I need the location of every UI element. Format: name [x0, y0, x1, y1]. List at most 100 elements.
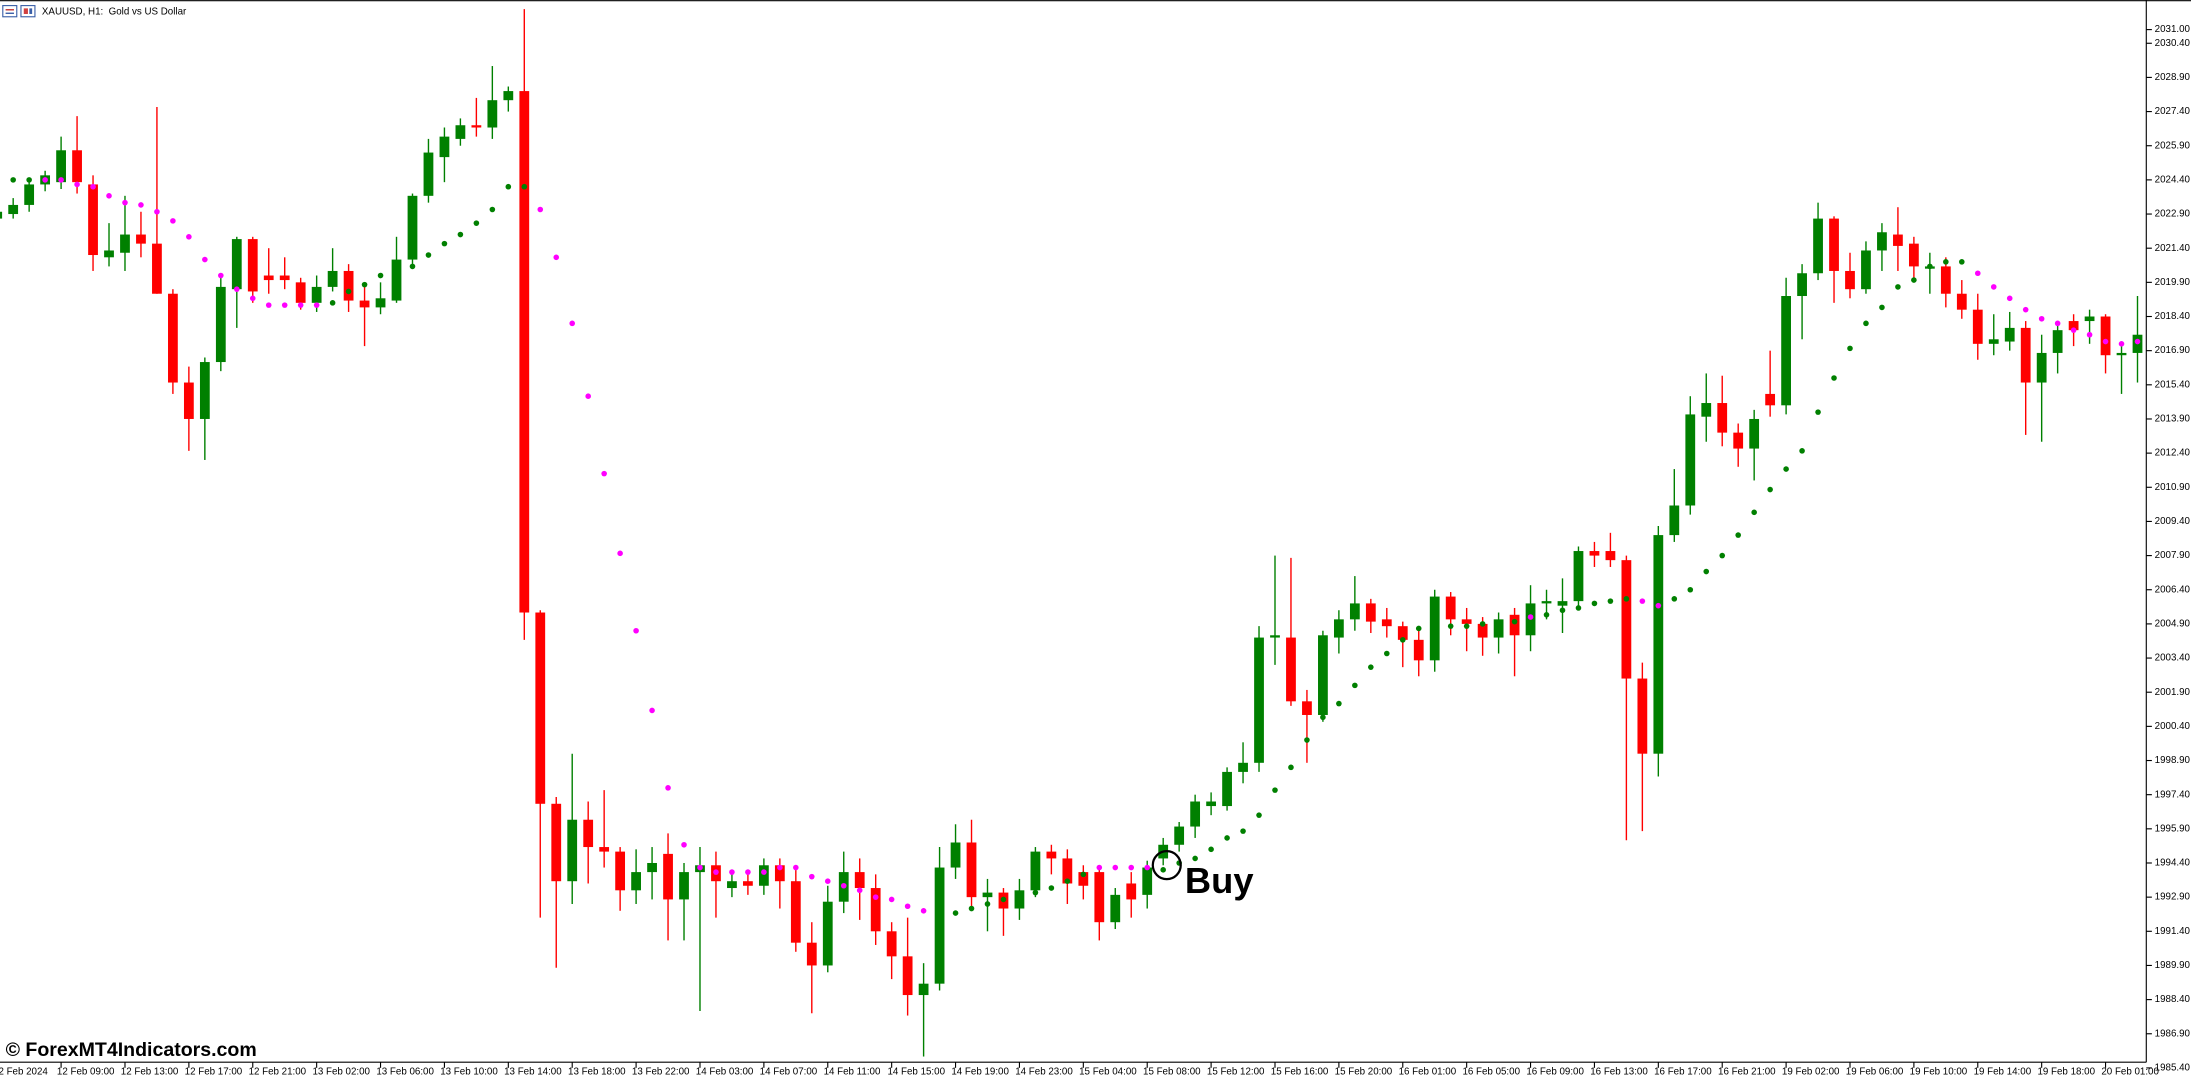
sar-dot — [601, 470, 607, 477]
y-tick-label: 2027.40 — [2155, 106, 2191, 117]
sar-dot — [824, 878, 831, 885]
candle-body — [567, 819, 578, 882]
x-tick-label: 14 Feb 19:00 — [951, 1067, 1009, 1078]
sar-dot — [793, 864, 799, 871]
x-tick-label: 19 Feb 18:00 — [2037, 1067, 2095, 1078]
sar-dot — [1272, 787, 1278, 793]
x-tick-label: 13 Feb 14:00 — [504, 1067, 562, 1078]
sar-dot — [1048, 885, 1055, 891]
candle-body — [24, 184, 35, 205]
sar-dot — [537, 206, 544, 213]
x-tick-label: 13 Feb 06:00 — [376, 1067, 434, 1078]
y-tick-label: 2003.40 — [2155, 653, 2191, 664]
candle-body — [1573, 551, 1584, 602]
sar-dot — [617, 550, 623, 557]
x-tick-label: 15 Feb 16:00 — [1271, 1067, 1329, 1078]
candle-body — [854, 872, 865, 889]
x-tick-label: 14 Feb 11:00 — [824, 1067, 881, 1078]
icon — [2, 5, 18, 18]
candle-body — [423, 152, 434, 196]
candle-body — [1349, 603, 1360, 620]
sar-dot — [856, 887, 863, 894]
sar-dot — [2006, 295, 2013, 302]
y-tick-label: 2012.40 — [2155, 448, 2191, 459]
candle-body — [663, 853, 673, 900]
sar-dot — [745, 869, 751, 875]
y-tick-label: 2030.40 — [2155, 38, 2191, 49]
candle-body — [471, 125, 482, 128]
candle-body — [2084, 316, 2095, 322]
sar-dot — [489, 206, 496, 213]
x-tick-label: 12 Feb 21:00 — [249, 1067, 307, 1078]
y-tick-label: 1991.40 — [2155, 926, 2191, 937]
candle-body — [1333, 619, 1344, 638]
chart-title: XAUUSD, H1: Gold vs US Dollar — [42, 6, 187, 17]
sar-dot — [473, 220, 480, 226]
candle-body — [503, 91, 514, 101]
candle-body — [822, 901, 833, 966]
candle-body — [0, 211, 3, 219]
candle-body — [2068, 321, 2079, 331]
candle-body — [295, 282, 306, 303]
candle-body — [1318, 635, 1328, 715]
candle-body — [1685, 414, 1696, 506]
sar-dot — [1463, 623, 1470, 629]
y-tick-label: 2000.40 — [2155, 721, 2191, 732]
candle-body — [1413, 639, 1424, 661]
sar-dot — [361, 281, 368, 288]
candle-body — [311, 286, 322, 303]
x-tick-label: 15 Feb 12:00 — [1207, 1067, 1265, 1078]
candle-body — [631, 872, 641, 891]
y-tick-label: 2007.90 — [2155, 550, 2191, 561]
x-tick-label: 13 Feb 22:00 — [632, 1067, 690, 1078]
y-tick-label: 2019.90 — [2155, 277, 2191, 288]
candle-body — [902, 956, 913, 996]
candle-body — [2100, 316, 2111, 356]
sar-dot — [1447, 623, 1454, 629]
sar-dot — [2102, 338, 2109, 345]
candle-body — [1749, 418, 1760, 449]
sar-dot — [1623, 596, 1630, 602]
sar-dot — [1974, 270, 1981, 277]
sar-dot — [681, 841, 687, 848]
candle-body — [1653, 535, 1664, 754]
candle-body — [1893, 234, 1903, 246]
sar-dot — [425, 252, 432, 258]
candle-body — [8, 204, 19, 215]
x-tick-label: 15 Feb 04:00 — [1079, 1067, 1137, 1078]
y-tick-label: 2015.40 — [2155, 379, 2191, 390]
candle-body — [727, 881, 737, 889]
candle-body — [215, 286, 226, 363]
y-tick-label: 2021.40 — [2155, 243, 2191, 254]
candle-body — [982, 892, 993, 898]
candle-body — [1381, 619, 1392, 627]
candle-body — [120, 234, 130, 253]
sar-dot — [1511, 618, 1518, 625]
sar-dot — [553, 254, 560, 261]
sar-dot — [888, 896, 895, 903]
sar-dot — [809, 873, 815, 880]
sar-dot — [569, 320, 576, 327]
candle-body — [870, 888, 881, 932]
candle-body — [806, 942, 817, 966]
candle-body — [535, 612, 546, 804]
sar-dot — [457, 231, 464, 238]
candle-body — [790, 881, 801, 943]
sar-dot — [1064, 878, 1071, 885]
sar-dot — [936, 914, 943, 921]
candle-body — [2020, 327, 2031, 383]
x-tick-label: 16 Feb 09:00 — [1526, 1067, 1584, 1078]
candle-body — [1094, 872, 1105, 923]
candle-body — [1845, 270, 1855, 290]
sar-dot — [872, 894, 879, 900]
sar-dot — [1320, 714, 1326, 721]
y-tick-label: 2004.90 — [2155, 618, 2191, 629]
sar-dot — [1128, 864, 1135, 871]
sar-dot — [1527, 614, 1534, 620]
candle-body — [1877, 232, 1887, 251]
candle-body — [1829, 218, 1839, 271]
sar-dot — [952, 910, 959, 916]
y-tick-label: 2006.40 — [2155, 584, 2191, 595]
sar-dot — [345, 288, 352, 295]
candle-body — [152, 243, 162, 294]
